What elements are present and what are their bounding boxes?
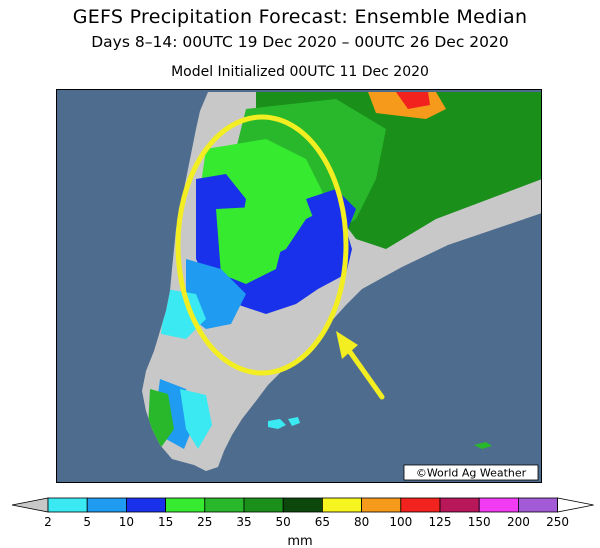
credit-text: ©World Ag Weather	[416, 467, 527, 480]
legend-color-swatch	[400, 497, 441, 513]
falkland-islands	[268, 417, 300, 429]
legend-color-swatch	[439, 497, 480, 513]
legend-tick-label: 25	[197, 515, 212, 529]
legend-tick-label: 100	[389, 515, 412, 529]
legend-tick-label: 5	[83, 515, 91, 529]
legend-color-swatch	[47, 497, 88, 513]
legend-tick-label: 150	[468, 515, 491, 529]
highlight-ellipse	[175, 114, 349, 376]
legend-color-swatch	[204, 497, 245, 513]
highlight-arrow	[336, 331, 385, 400]
precip-field-south-cyan	[180, 389, 212, 449]
legend-tick-label: 65	[315, 515, 330, 529]
legend-color-swatch	[282, 497, 323, 513]
legend-color-swatch	[165, 497, 206, 513]
precipitation-color-legend: 2 5 10 15 25 35 50 65 80 100 125 150 200 250 mm	[11, 497, 594, 548]
south-georgia-island	[474, 442, 492, 449]
legend-tick-label: 10	[119, 515, 134, 529]
legend-over-arrow	[557, 497, 594, 513]
legend-tick-label: 15	[158, 515, 173, 529]
legend-color-swatch	[86, 497, 127, 513]
forecast-period: Days 8–14: 00UTC 19 Dec 2020 – 00UTC 26 …	[91, 33, 509, 51]
legend-tick-label: 2	[44, 515, 52, 529]
legend-tick-label: 200	[507, 515, 530, 529]
legend-color-swatch	[321, 497, 362, 513]
legend-tick-label: 80	[354, 515, 369, 529]
precipitation-map: ©World Ag Weather	[56, 89, 542, 483]
legend-unit: mm	[287, 534, 312, 548]
legend-tick-label: 35	[236, 515, 251, 529]
precip-field-green-core	[216, 207, 286, 284]
precip-field-south-green	[148, 389, 174, 449]
legend-color-swatch	[243, 497, 284, 513]
precip-field-red	[396, 92, 430, 109]
model-initialized-label: Model Initialized 00UTC 11 Dec 2020	[171, 64, 429, 80]
legend-color-swatch	[518, 497, 559, 513]
credit-box	[403, 464, 539, 481]
legend-color-swatch	[126, 497, 167, 513]
map-title: GEFS Precipitation Forecast: Ensemble Me…	[72, 6, 528, 28]
legend-tick-label: 50	[276, 515, 291, 529]
legend-color-swatch	[361, 497, 402, 513]
legend-color-swatch	[478, 497, 519, 513]
legend-tick-label: 250	[546, 515, 569, 529]
legend-under-arrow	[11, 497, 49, 513]
legend-tick-label: 125	[429, 515, 452, 529]
